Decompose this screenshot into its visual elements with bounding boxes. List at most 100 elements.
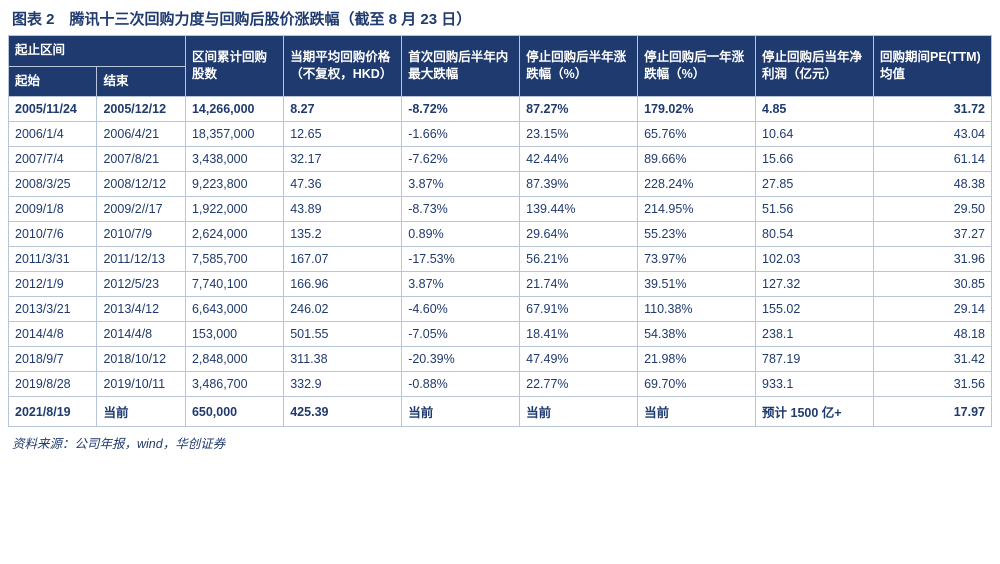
cell-half: 87.27% xyxy=(520,97,638,122)
cell-profit: 80.54 xyxy=(756,222,874,247)
cell-start: 2014/4/8 xyxy=(9,322,97,347)
cell-profit: 预计 1500 亿+ xyxy=(756,397,874,427)
cell-start: 2005/11/24 xyxy=(9,97,97,122)
cell-half: 18.41% xyxy=(520,322,638,347)
cell-shares: 9,223,800 xyxy=(185,172,283,197)
cell-pe: 29.14 xyxy=(874,297,992,322)
cell-start: 2021/8/19 xyxy=(9,397,97,427)
cell-profit: 787.19 xyxy=(756,347,874,372)
cell-half: 22.77% xyxy=(520,372,638,397)
cell-pe: 31.72 xyxy=(874,97,992,122)
cell-profit: 10.64 xyxy=(756,122,874,147)
cell-profit: 15.66 xyxy=(756,147,874,172)
col-avg-price: 当期平均回购价格（不复权，HKD） xyxy=(284,36,402,97)
cell-end: 当前 xyxy=(97,397,185,427)
cell-half: 67.91% xyxy=(520,297,638,322)
table-row: 2018/9/72018/10/122,848,000311.38-20.39%… xyxy=(9,347,992,372)
cell-pe: 48.18 xyxy=(874,322,992,347)
cell-year: 21.98% xyxy=(638,347,756,372)
cell-end: 2013/4/12 xyxy=(97,297,185,322)
cell-end: 2005/12/12 xyxy=(97,97,185,122)
cell-year: 110.38% xyxy=(638,297,756,322)
cell-price: 12.65 xyxy=(284,122,402,147)
cell-start: 2009/1/8 xyxy=(9,197,97,222)
cell-year: 228.24% xyxy=(638,172,756,197)
cell-start: 2019/8/28 xyxy=(9,372,97,397)
cell-half: 29.64% xyxy=(520,222,638,247)
cell-price: 425.39 xyxy=(284,397,402,427)
col-period-group: 起止区间 xyxy=(9,36,186,67)
cell-end: 2009/2//17 xyxy=(97,197,185,222)
table-row: 2014/4/82014/4/8153,000501.55-7.05%18.41… xyxy=(9,322,992,347)
cell-maxdrop: 3.87% xyxy=(402,272,520,297)
cell-end: 2012/5/23 xyxy=(97,272,185,297)
cell-year: 54.38% xyxy=(638,322,756,347)
cell-shares: 650,000 xyxy=(185,397,283,427)
table-row: 2012/1/92012/5/237,740,100166.963.87%21.… xyxy=(9,272,992,297)
cell-end: 2010/7/9 xyxy=(97,222,185,247)
table-row: 2009/1/82009/2//171,922,00043.89-8.73%13… xyxy=(9,197,992,222)
cell-price: 246.02 xyxy=(284,297,402,322)
cell-shares: 3,438,000 xyxy=(185,147,283,172)
cell-start: 2012/1/9 xyxy=(9,272,97,297)
cell-pe: 31.42 xyxy=(874,347,992,372)
cell-year: 179.02% xyxy=(638,97,756,122)
table-row: 2011/3/312011/12/137,585,700167.07-17.53… xyxy=(9,247,992,272)
cell-maxdrop: -4.60% xyxy=(402,297,520,322)
cell-year: 69.70% xyxy=(638,372,756,397)
cell-maxdrop: -8.73% xyxy=(402,197,520,222)
cell-maxdrop: 当前 xyxy=(402,397,520,427)
cell-year: 当前 xyxy=(638,397,756,427)
cell-start: 2006/1/4 xyxy=(9,122,97,147)
cell-year: 65.76% xyxy=(638,122,756,147)
cell-pe: 37.27 xyxy=(874,222,992,247)
cell-profit: 238.1 xyxy=(756,322,874,347)
table-row: 2006/1/42006/4/2118,357,00012.65-1.66%23… xyxy=(9,122,992,147)
cell-start: 2013/3/21 xyxy=(9,297,97,322)
cell-year: 89.66% xyxy=(638,147,756,172)
cell-pe: 31.96 xyxy=(874,247,992,272)
cell-profit: 102.03 xyxy=(756,247,874,272)
cell-shares: 7,585,700 xyxy=(185,247,283,272)
col-net-profit: 停止回购后当年净利润（亿元） xyxy=(756,36,874,97)
cell-year: 55.23% xyxy=(638,222,756,247)
cell-year: 73.97% xyxy=(638,247,756,272)
chart-title: 图表 2 腾讯十三次回购力度与回购后股价涨跌幅（截至 8 月 23 日） xyxy=(8,8,992,29)
cell-year: 214.95% xyxy=(638,197,756,222)
cell-end: 2018/10/12 xyxy=(97,347,185,372)
cell-half: 56.21% xyxy=(520,247,638,272)
cell-end: 2007/8/21 xyxy=(97,147,185,172)
cell-shares: 1,922,000 xyxy=(185,197,283,222)
cell-half: 87.39% xyxy=(520,172,638,197)
cell-price: 8.27 xyxy=(284,97,402,122)
cell-shares: 18,357,000 xyxy=(185,122,283,147)
table-header: 起止区间 区间累计回购股数 当期平均回购价格（不复权，HKD） 首次回购后半年内… xyxy=(9,36,992,97)
table-row: 2021/8/19当前650,000425.39当前当前当前预计 1500 亿+… xyxy=(9,397,992,427)
cell-profit: 51.56 xyxy=(756,197,874,222)
cell-start: 2011/3/31 xyxy=(9,247,97,272)
cell-maxdrop: -7.05% xyxy=(402,322,520,347)
cell-price: 332.9 xyxy=(284,372,402,397)
col-end: 结束 xyxy=(97,66,185,97)
cell-pe: 30.85 xyxy=(874,272,992,297)
cell-shares: 2,624,000 xyxy=(185,222,283,247)
col-cum-shares: 区间累计回购股数 xyxy=(185,36,283,97)
cell-start: 2018/9/7 xyxy=(9,347,97,372)
cell-end: 2019/10/11 xyxy=(97,372,185,397)
cell-shares: 3,486,700 xyxy=(185,372,283,397)
cell-shares: 14,266,000 xyxy=(185,97,283,122)
cell-profit: 27.85 xyxy=(756,172,874,197)
table-row: 2010/7/62010/7/92,624,000135.20.89%29.64… xyxy=(9,222,992,247)
cell-profit: 127.32 xyxy=(756,272,874,297)
cell-profit: 933.1 xyxy=(756,372,874,397)
cell-maxdrop: -8.72% xyxy=(402,97,520,122)
cell-half: 21.74% xyxy=(520,272,638,297)
cell-maxdrop: -1.66% xyxy=(402,122,520,147)
col-one-year: 停止回购后一年涨跌幅（%） xyxy=(638,36,756,97)
table-row: 2005/11/242005/12/1214,266,0008.27-8.72%… xyxy=(9,97,992,122)
cell-price: 32.17 xyxy=(284,147,402,172)
cell-pe: 31.56 xyxy=(874,372,992,397)
cell-end: 2006/4/21 xyxy=(97,122,185,147)
cell-half: 42.44% xyxy=(520,147,638,172)
cell-maxdrop: -20.39% xyxy=(402,347,520,372)
